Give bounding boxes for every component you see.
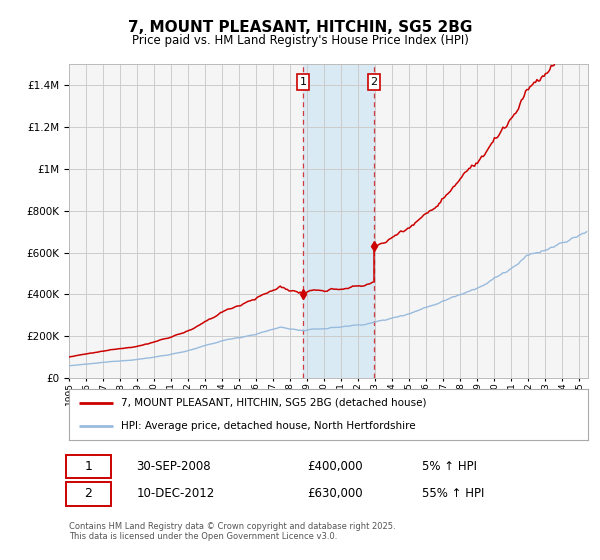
Text: 1: 1 — [299, 77, 307, 87]
Text: £630,000: £630,000 — [308, 487, 364, 501]
Text: 7, MOUNT PLEASANT, HITCHIN, SG5 2BG: 7, MOUNT PLEASANT, HITCHIN, SG5 2BG — [128, 20, 472, 35]
Text: £400,000: £400,000 — [308, 460, 364, 473]
FancyBboxPatch shape — [67, 482, 110, 506]
Text: 7, MOUNT PLEASANT, HITCHIN, SG5 2BG (detached house): 7, MOUNT PLEASANT, HITCHIN, SG5 2BG (det… — [121, 398, 427, 408]
Text: 10-DEC-2012: 10-DEC-2012 — [136, 487, 215, 501]
Text: 1: 1 — [84, 460, 92, 473]
Text: 2: 2 — [370, 77, 377, 87]
Bar — [303, 64, 374, 378]
FancyBboxPatch shape — [67, 455, 110, 478]
Text: Contains HM Land Registry data © Crown copyright and database right 2025.
This d: Contains HM Land Registry data © Crown c… — [69, 522, 395, 542]
Text: 55% ↑ HPI: 55% ↑ HPI — [422, 487, 484, 501]
Text: 5% ↑ HPI: 5% ↑ HPI — [422, 460, 477, 473]
Text: 30-SEP-2008: 30-SEP-2008 — [136, 460, 211, 473]
Text: Price paid vs. HM Land Registry's House Price Index (HPI): Price paid vs. HM Land Registry's House … — [131, 34, 469, 46]
Text: 2: 2 — [84, 487, 92, 501]
Text: HPI: Average price, detached house, North Hertfordshire: HPI: Average price, detached house, Nort… — [121, 421, 416, 431]
